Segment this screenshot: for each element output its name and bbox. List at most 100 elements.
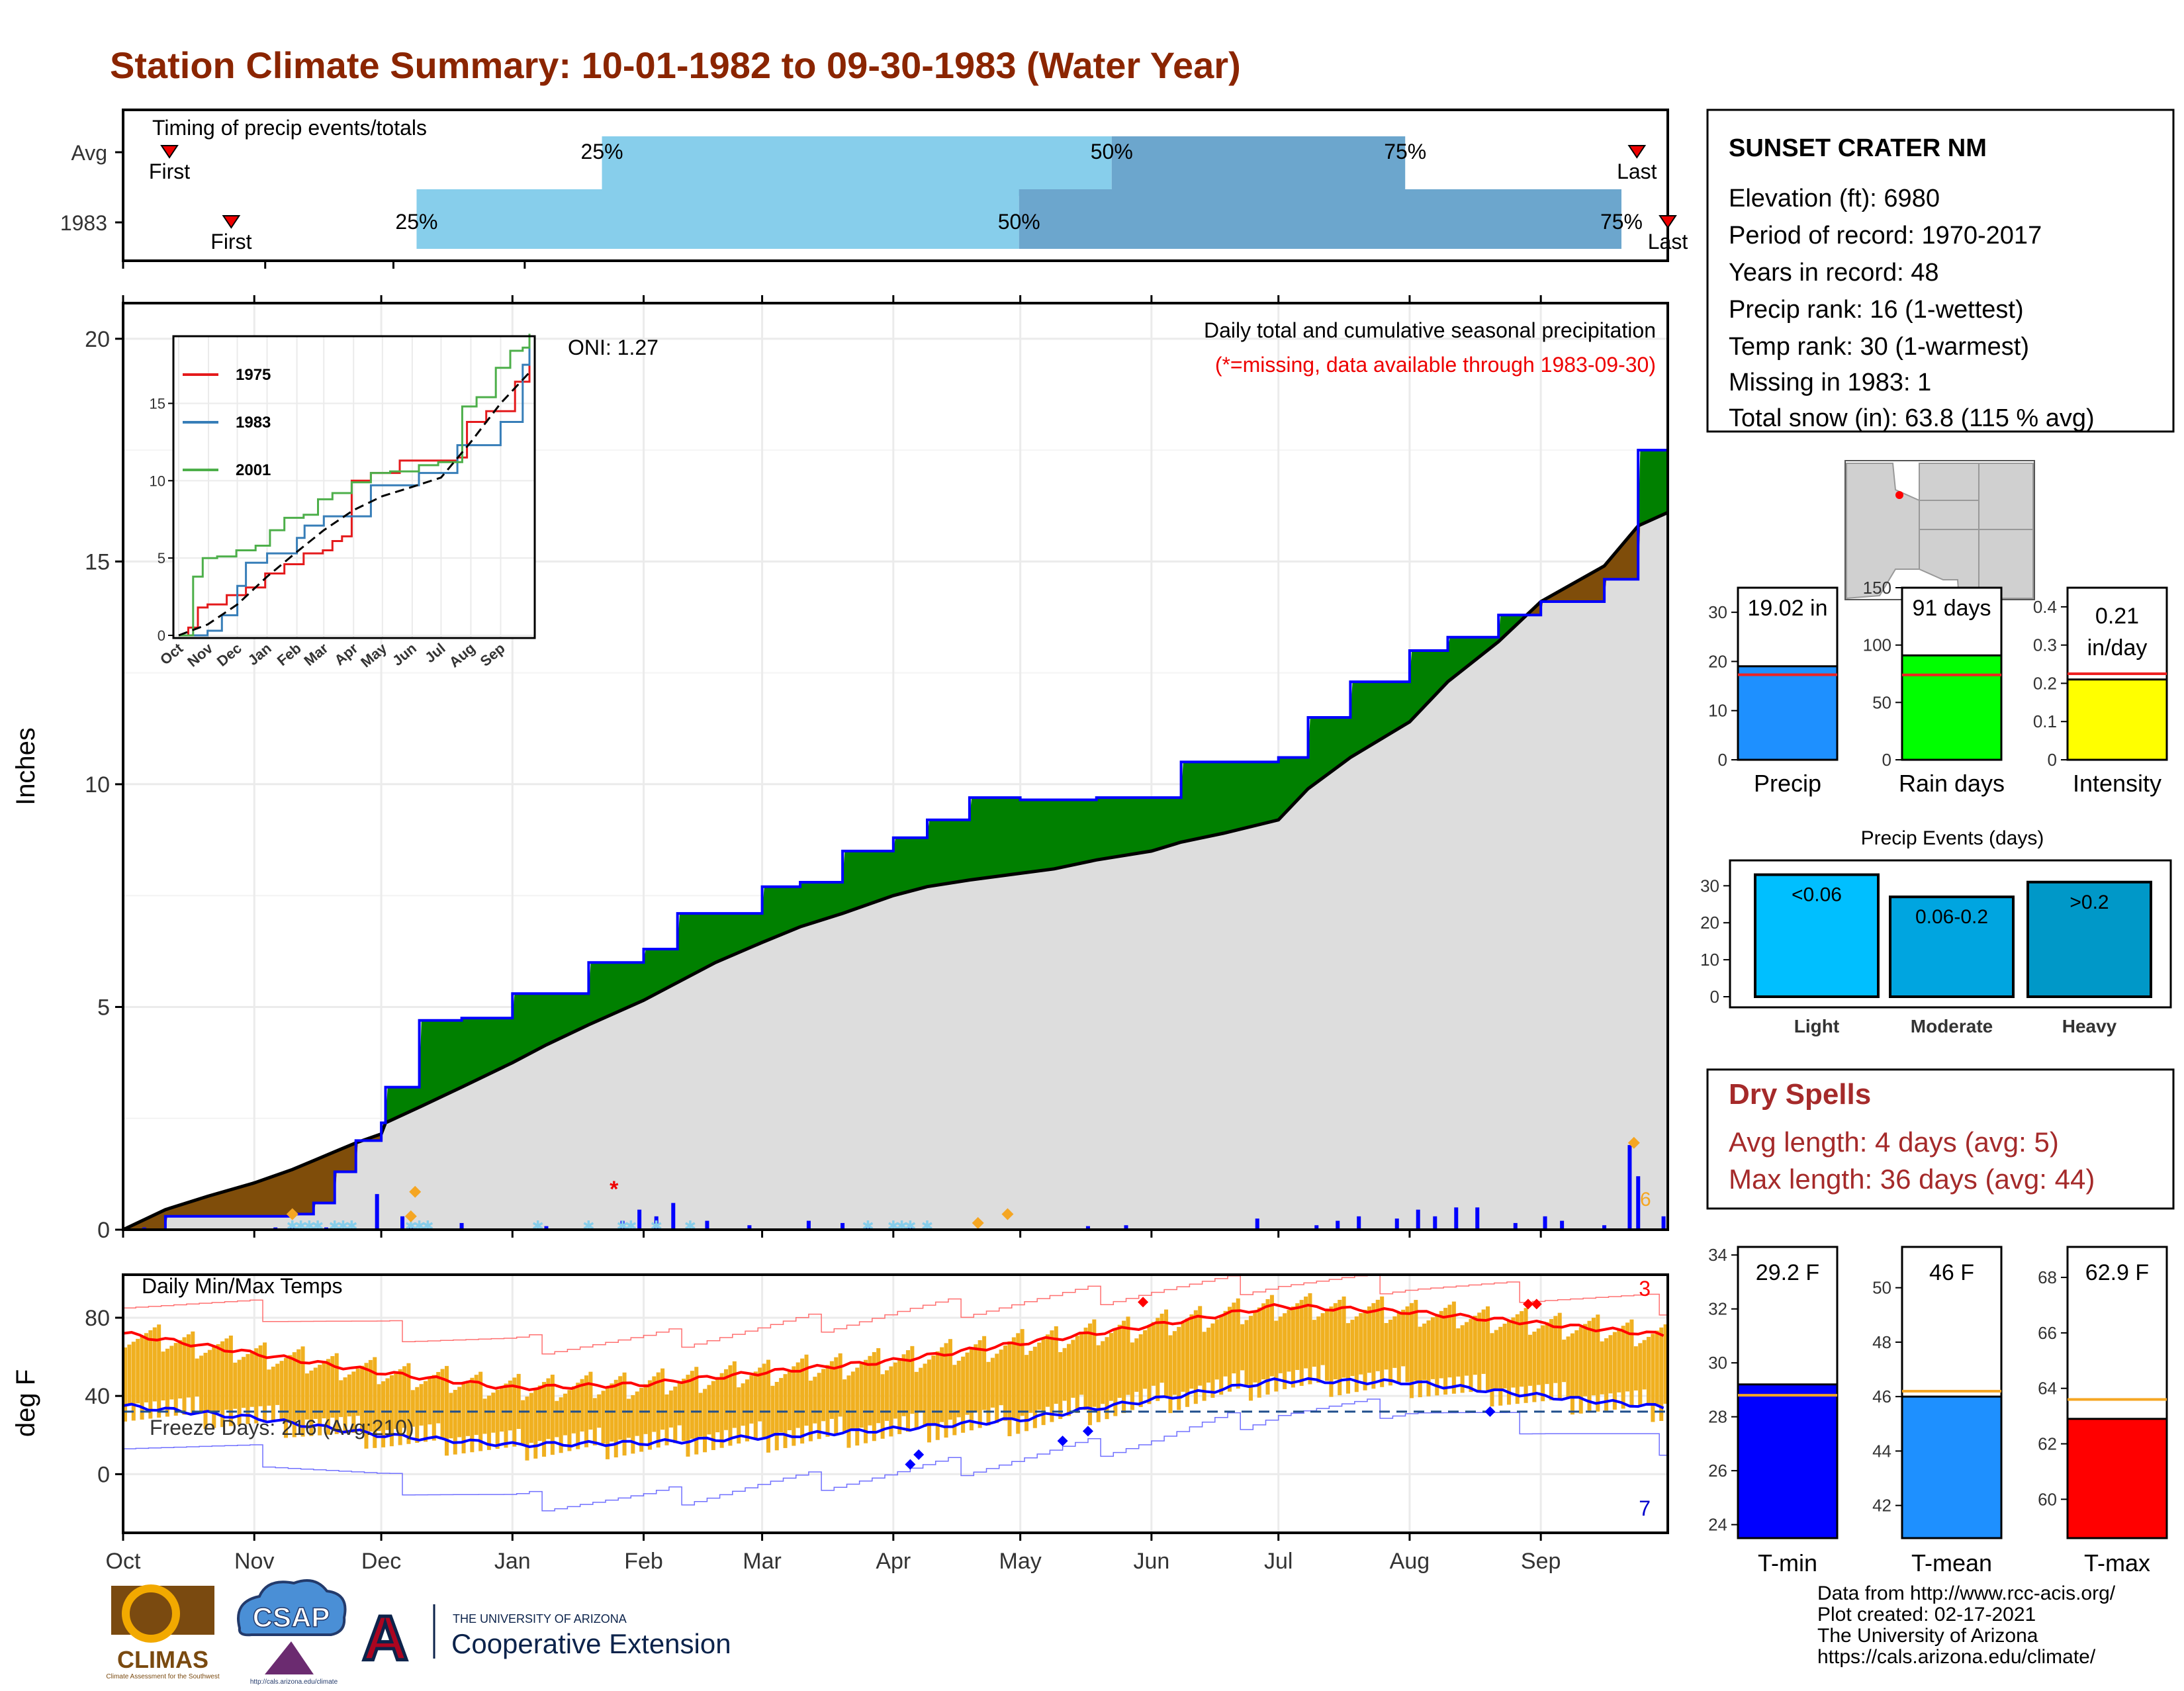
inset-series-line	[179, 334, 531, 637]
record-max-line	[123, 1273, 1668, 1355]
daily-temp-bar	[1050, 1330, 1054, 1422]
daily-temp-bar	[758, 1367, 762, 1422]
daily-precip-bar	[1627, 1145, 1632, 1230]
daily-temp-bar	[1527, 1334, 1532, 1386]
temp-summary-panels: 24 26 28 30 32 34 29.2 F T-min 42 44 46 48 50 46 F T-m…	[1708, 1245, 2168, 1577]
daily-temp-bar	[169, 1346, 174, 1400]
daily-temp-bar	[901, 1354, 906, 1416]
temp-summary-value-label: 46 F	[1929, 1260, 1974, 1285]
daily-precip-bar	[400, 1216, 405, 1230]
daily-temp-bar	[453, 1389, 457, 1455]
daily-temp-bar	[1253, 1311, 1257, 1383]
daily-temp-bar	[263, 1342, 267, 1423]
high-precip-marker	[1627, 1136, 1640, 1149]
daily-precip-bar	[408, 1225, 413, 1230]
csap-wordmark: CSAP	[253, 1602, 330, 1633]
temp-summary-y-tick-label: 42	[1872, 1496, 1891, 1516]
summary-value-label: 91 days	[1912, 596, 1991, 621]
station-line: Elevation (ft): 6980	[1729, 185, 1940, 212]
avg-cumulative-fill-base	[123, 512, 1668, 1230]
daily-temp-bar	[885, 1370, 889, 1421]
record-high-count: 3	[1639, 1277, 1651, 1301]
daily-temp-bar	[897, 1358, 902, 1434]
summary-category-label: Precip	[1754, 770, 1821, 797]
precip-caption: Daily total and cumulative seasonal prec…	[1204, 318, 1656, 342]
daily-precip-bar	[1416, 1209, 1420, 1230]
daily-temp-bar	[254, 1348, 259, 1424]
summary-bar	[2066, 678, 2168, 761]
climas-sun	[122, 1584, 180, 1643]
daily-temp-bar	[584, 1375, 589, 1447]
daily-temp-bar	[246, 1353, 250, 1424]
summary-y-tick-label: 0.3	[2033, 635, 2057, 655]
daily-temp-bar	[1481, 1309, 1486, 1374]
daily-temp-bar	[318, 1365, 322, 1436]
daily-temp-bar	[588, 1371, 593, 1430]
daily-temp-bar	[766, 1359, 770, 1453]
summary-y-tick-label: 0.4	[2033, 597, 2057, 617]
daily-temp-bar	[199, 1355, 204, 1413]
daily-temp-bar	[923, 1363, 927, 1427]
daily-temp-bar	[982, 1336, 987, 1410]
daily-temp-bar	[1557, 1312, 1562, 1400]
timing-bar-lower	[416, 189, 1019, 249]
daily-temp-bar	[360, 1365, 365, 1432]
daily-temp-bar	[1451, 1301, 1456, 1394]
logos: CLIMAS Climate Assessment for the Southw…	[106, 1579, 731, 1686]
normal-min-line	[122, 1377, 1664, 1449]
inset-y-tick-label: 15	[150, 395, 165, 412]
daily-temp-bar	[1244, 1320, 1249, 1386]
daily-temp-bar	[597, 1394, 602, 1428]
daily-precip-bar	[1636, 1176, 1641, 1230]
timing-pct-label: 50%	[1091, 140, 1133, 163]
daily-temp-bar	[1612, 1332, 1617, 1410]
high-precip-marker	[409, 1185, 422, 1198]
daily-temp-bar	[1147, 1326, 1152, 1404]
temp-summary-y-tick-label: 60	[2038, 1489, 2057, 1509]
daily-temp-bar	[1494, 1330, 1498, 1390]
daily-temp-bar	[1028, 1350, 1033, 1413]
daily-temp-bar	[1532, 1332, 1537, 1402]
daily-temp-bar	[529, 1393, 533, 1443]
daily-temp-bar	[1384, 1323, 1388, 1370]
daily-temp-bar	[296, 1349, 301, 1420]
daily-precip-bar	[459, 1222, 464, 1230]
daily-temp-bar	[1642, 1340, 1647, 1390]
events-y-tick-label: 30	[1700, 876, 1719, 895]
event-category-label: Light	[1794, 1016, 1839, 1036]
summary-y-tick-label: 150	[1863, 578, 1891, 598]
daily-temp-bar	[283, 1357, 288, 1438]
daily-temp-bar	[927, 1359, 931, 1443]
daily-temp-bar	[1562, 1340, 1567, 1383]
daily-temp-bar	[347, 1374, 351, 1417]
daily-temp-bar	[1409, 1303, 1414, 1398]
daily-temp-bar	[893, 1362, 897, 1419]
inset-legend-label: 2001	[236, 461, 271, 479]
daily-temp-bar	[1651, 1334, 1655, 1422]
daily-temp-bar	[711, 1381, 715, 1450]
daily-temp-bar	[1350, 1320, 1355, 1377]
freeze-days-label: Freeze Days: 216 (Avg:210)	[150, 1416, 414, 1440]
daily-temp-bar	[410, 1390, 415, 1427]
surplus-area	[123, 450, 1668, 1230]
daily-temp-bar	[504, 1383, 508, 1448]
daily-temp-bar	[1046, 1334, 1050, 1407]
daily-temp-bar	[1037, 1342, 1042, 1410]
normal-max-line	[122, 1303, 1664, 1391]
daily-temp-bar	[834, 1357, 839, 1435]
daily-precip-bar	[1513, 1222, 1518, 1230]
daily-temp-bar	[1388, 1320, 1392, 1386]
daily-temp-bar	[212, 1347, 216, 1428]
record-low-marker	[913, 1449, 925, 1460]
daily-temp-bar	[1354, 1316, 1359, 1393]
university-of-arizona-logo: A THE UNIVERSITY OF ARIZONA Cooperative …	[361, 1602, 731, 1676]
high-precip-count: 6	[1640, 1189, 1651, 1211]
last-event-marker	[1659, 215, 1677, 229]
mountain-icon	[265, 1641, 314, 1674]
snow-day-marker: ✱	[625, 1218, 637, 1234]
daily-temp-bar	[732, 1361, 737, 1428]
temp-summary-category-label: T-min	[1758, 1549, 1817, 1577]
daily-temp-bar	[1536, 1328, 1541, 1385]
